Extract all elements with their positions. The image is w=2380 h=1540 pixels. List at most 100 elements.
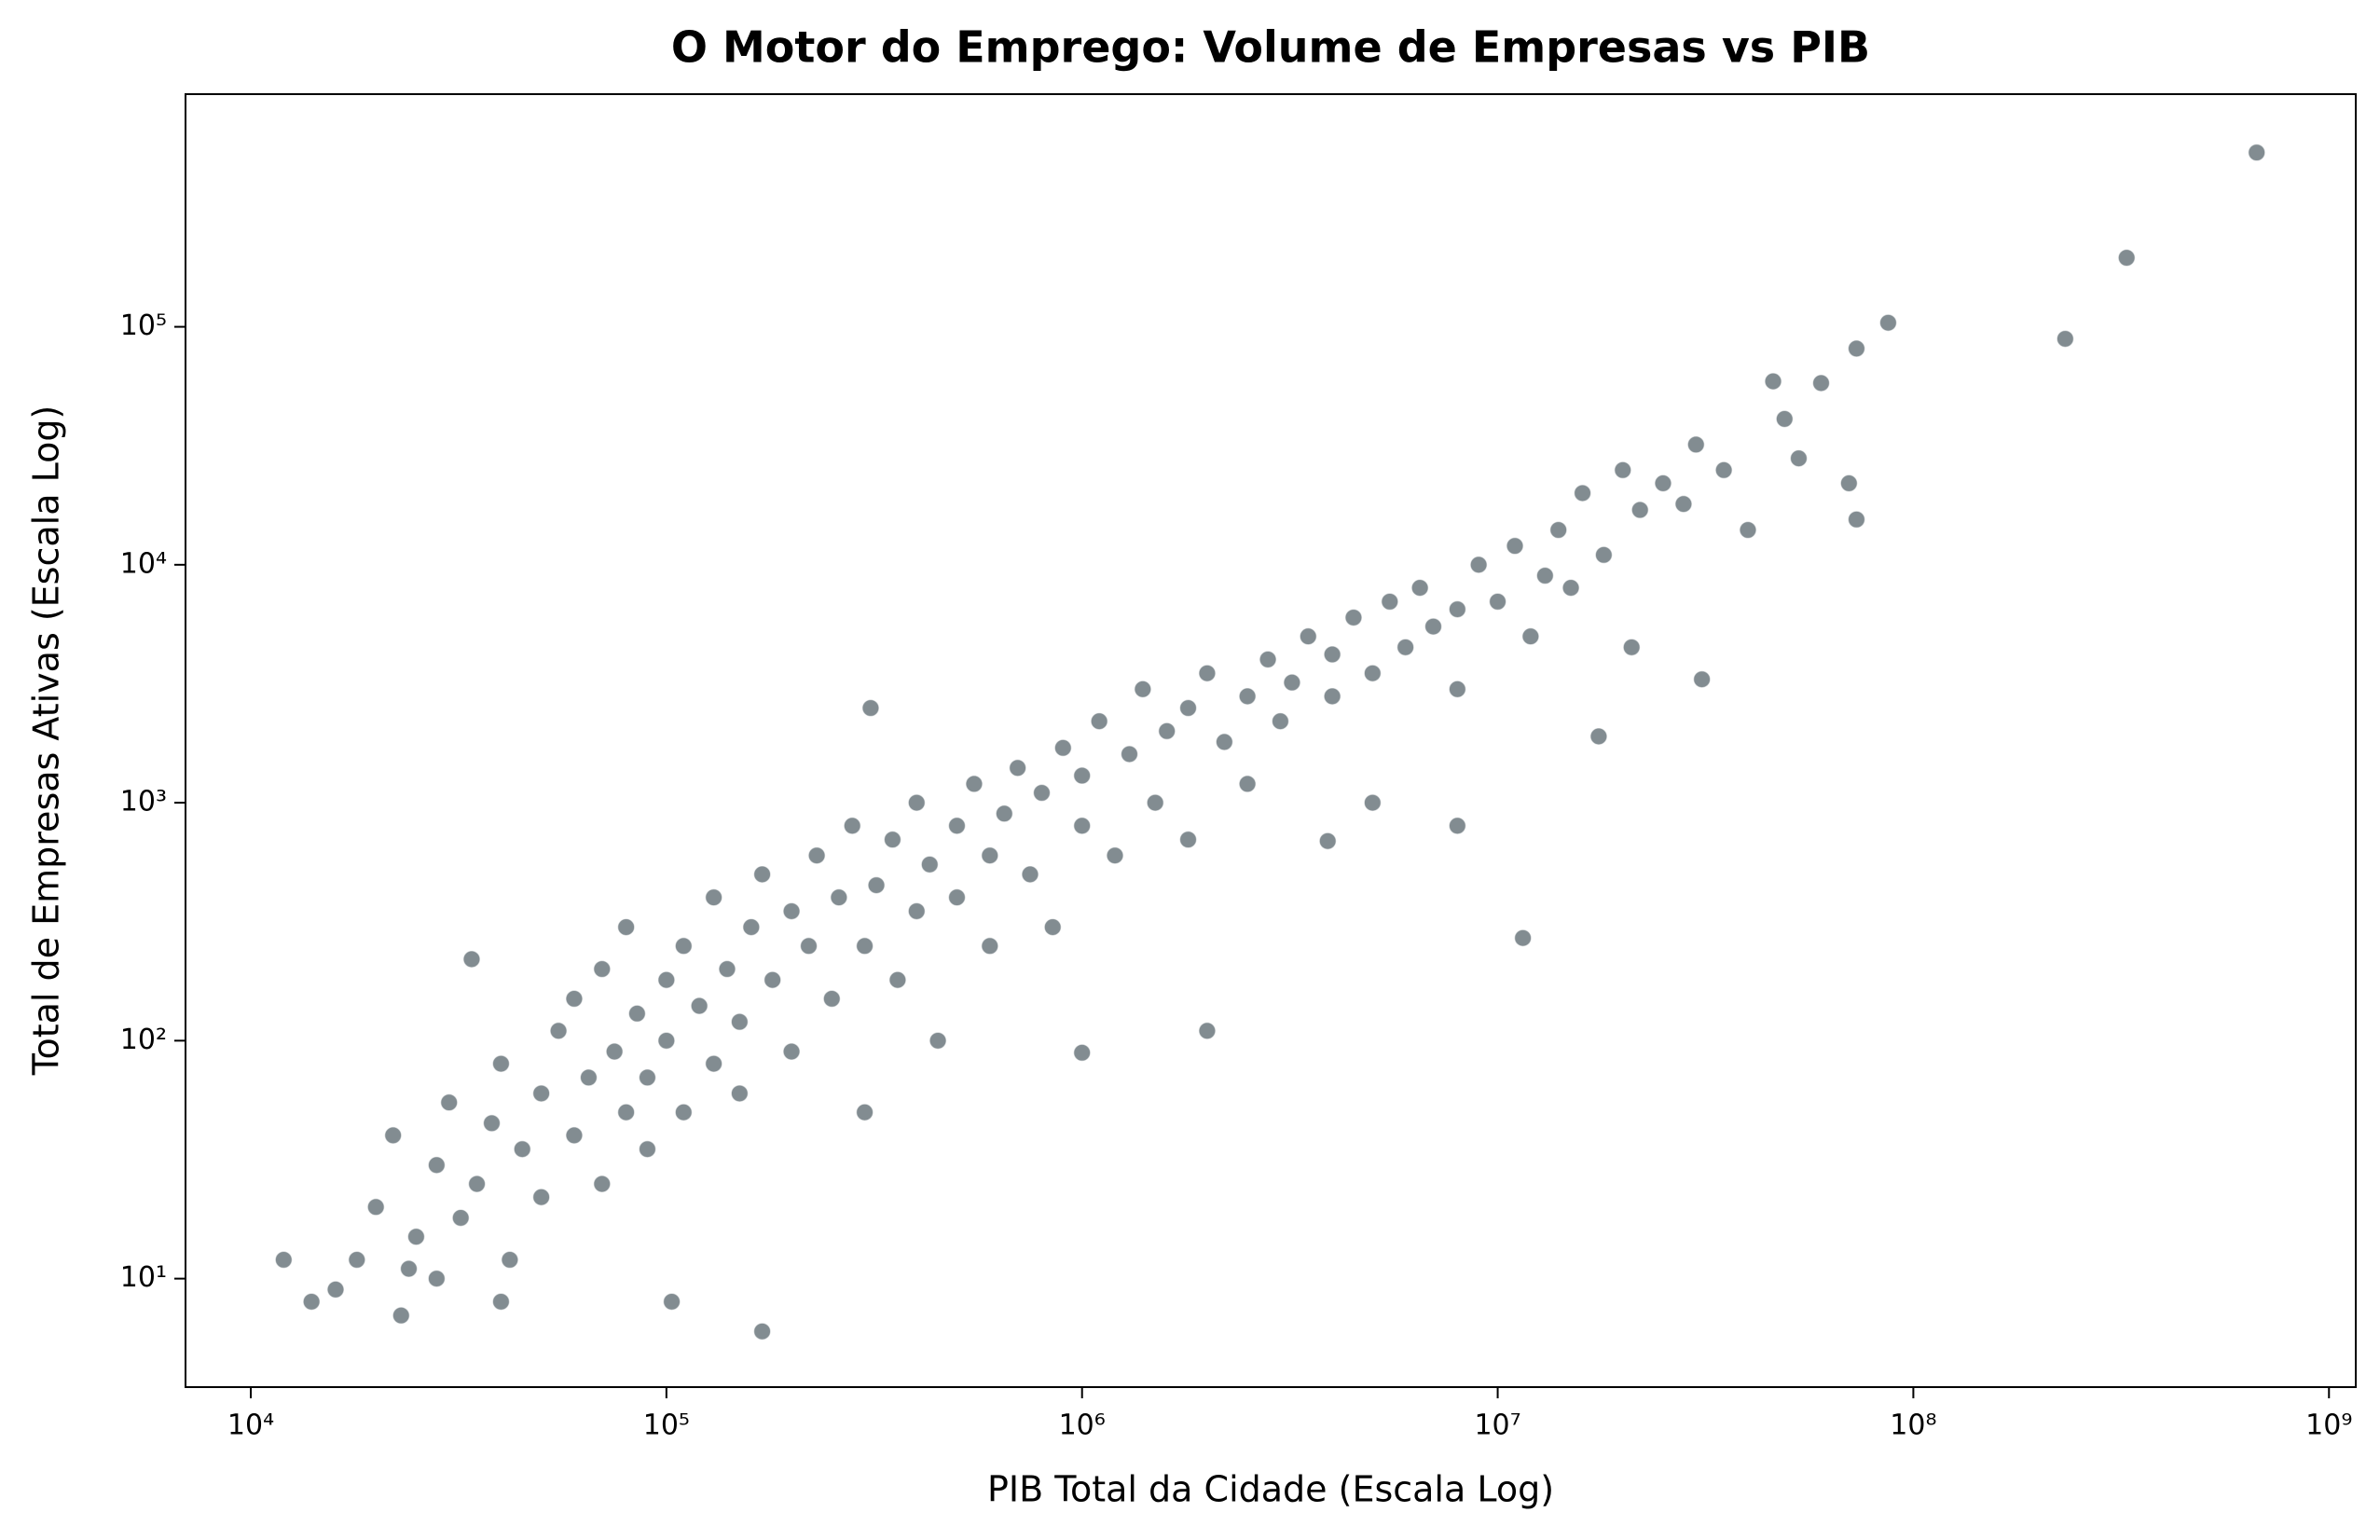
point [1299,627,1317,646]
point [1344,608,1363,627]
point [491,1292,511,1311]
point [1614,461,1632,479]
point [1009,759,1027,777]
y-tick-label: 10¹ [120,1261,167,1294]
point [617,917,636,937]
point [1215,733,1233,751]
point [427,1156,446,1175]
point [532,1084,551,1103]
point [855,937,874,956]
point [981,937,999,956]
point [532,1188,551,1206]
point [947,888,967,907]
point [807,846,826,865]
point [843,817,861,835]
point [1561,578,1580,598]
point [392,1306,410,1325]
point [326,1280,345,1299]
point [1764,372,1782,391]
point [674,937,693,956]
point [1448,817,1466,835]
point [1073,817,1092,835]
point [1323,687,1341,706]
point [753,865,772,884]
point [1178,831,1198,849]
point [593,959,612,979]
point [366,1198,385,1217]
point [690,997,708,1015]
point [491,1054,511,1073]
point [1847,339,1866,358]
point [662,1292,681,1311]
point [753,1322,772,1341]
point [995,804,1013,823]
point [1535,566,1554,585]
point [513,1140,531,1159]
point [705,1054,723,1073]
point [1448,599,1466,619]
chart-title: O Motor do Emprego: Volume de Empresas v… [671,22,1870,73]
point [1693,670,1712,689]
x-tick-label: 10⁸ [1890,1409,1936,1442]
point [1271,712,1290,731]
point [782,901,801,921]
point [1178,698,1198,718]
point [1318,832,1337,850]
point [1053,738,1072,757]
point [1594,545,1613,564]
point [1032,783,1052,803]
point [605,1042,624,1061]
point [861,698,880,718]
point [1506,537,1524,556]
point [705,888,723,907]
point [1847,510,1866,529]
point [947,817,967,835]
x-tick-label: 10⁷ [1474,1409,1520,1442]
point [384,1126,403,1145]
point [549,1022,568,1040]
point [1134,680,1152,698]
point [920,855,939,873]
y-tick-label: 10³ [120,786,167,818]
point [730,1012,749,1031]
point [579,1068,598,1087]
point [1488,592,1507,611]
point [399,1259,419,1278]
y-tick-label: 10⁴ [120,547,167,580]
point [657,1031,676,1050]
point [907,793,926,812]
point [1448,680,1466,698]
point [1198,664,1217,682]
point [1775,409,1794,429]
point [1878,313,1898,332]
point [1714,461,1733,479]
point [822,989,841,1009]
point [462,950,481,969]
point [1424,617,1443,636]
point [617,1103,636,1121]
point [1739,520,1757,540]
point [427,1270,446,1288]
point [1146,793,1164,812]
point [1396,638,1415,656]
point [1363,793,1382,812]
point [907,901,926,921]
point [867,876,886,895]
point [2056,329,2074,349]
point [1120,745,1139,763]
point [730,1084,749,1103]
point [1789,449,1809,468]
point [451,1208,470,1228]
point [467,1175,487,1193]
point [1073,766,1092,785]
point [501,1250,519,1270]
point [1622,638,1641,656]
point [799,937,819,956]
point [1654,474,1672,493]
point [482,1114,502,1133]
point [1589,727,1608,746]
point [764,970,782,989]
x-axis-label: PIB Total da Cidade (Escala Log) [987,1469,1554,1510]
point [1363,664,1382,682]
